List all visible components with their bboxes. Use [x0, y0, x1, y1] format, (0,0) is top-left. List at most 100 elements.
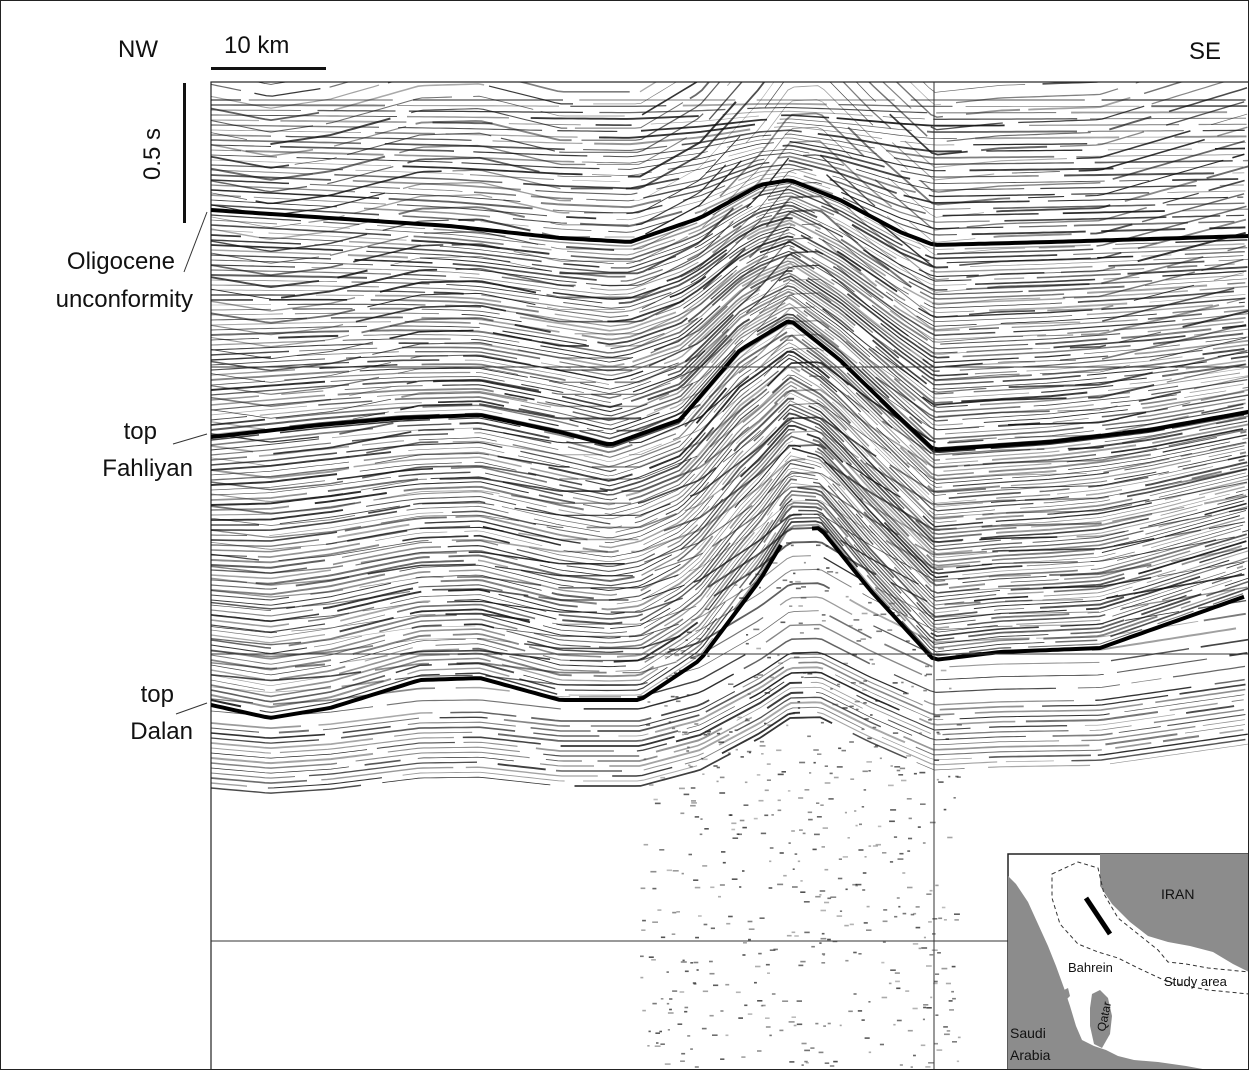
- noise-speckle: [825, 545, 829, 547]
- reflector-segment: [402, 346, 541, 360]
- reflector-segment: [355, 304, 507, 323]
- reflector-segment: [1201, 579, 1233, 591]
- reflector-segment: [270, 117, 391, 146]
- reflector-segment: [211, 473, 338, 486]
- noise-speckle: [729, 731, 733, 733]
- noise-speckle: [894, 972, 900, 974]
- reflector-segment: [1013, 320, 1176, 333]
- noise-speckle: [895, 980, 900, 983]
- reflector-segment: [311, 267, 480, 275]
- reflector-segment: [461, 162, 600, 170]
- reflector-segment: [1090, 117, 1246, 120]
- noise-speckle: [923, 1004, 929, 1006]
- reflector-segment: [211, 442, 332, 456]
- noise-speckle: [793, 656, 800, 659]
- reflector-segment: [1069, 344, 1107, 349]
- reflector-segment: [518, 408, 555, 418]
- reflector-segment: [915, 519, 982, 540]
- reflector-segment: [1217, 126, 1248, 137]
- noise-speckle: [873, 614, 879, 616]
- noise-speckle: [868, 1001, 871, 1003]
- reflector-segment: [591, 171, 653, 177]
- reflector-segment: [1080, 304, 1220, 336]
- reflector-segment: [372, 481, 529, 494]
- noise-speckle: [704, 828, 709, 830]
- leader-dalan: [175, 702, 208, 715]
- reflector-segment: [982, 447, 1157, 465]
- noise-speckle: [875, 700, 880, 702]
- noise-speckle: [907, 1029, 913, 1032]
- reflector-segment: [931, 21, 1051, 30]
- reflector-segment: [346, 441, 503, 453]
- reflector-segment: [959, 252, 1122, 266]
- reflector-segment: [1209, 441, 1246, 450]
- reflector-segment: [280, 268, 438, 299]
- reflector-segment: [684, 430, 860, 512]
- reflector-segment: [211, 492, 308, 501]
- noise-speckle: [747, 1013, 753, 1015]
- noise-speckle: [902, 912, 907, 915]
- reflector-segment: [1107, 372, 1241, 391]
- reflector-segment: [667, 582, 831, 654]
- noise-speckle: [675, 700, 681, 703]
- reflector-segment: [268, 232, 407, 241]
- reflector-segment: [749, 295, 871, 358]
- reflector-segment: [1036, 57, 1084, 59]
- reflector-segment: [1162, 735, 1200, 743]
- noise-speckle: [652, 1002, 657, 1005]
- reflector-segment: [1091, 627, 1237, 651]
- reflector-segment: [373, 41, 403, 50]
- noise-speckle: [910, 913, 915, 916]
- reflector-segment: [1162, 434, 1247, 453]
- reflector-segment: [211, 594, 290, 601]
- noise-speckle: [925, 1066, 931, 1068]
- noise-speckle: [690, 787, 696, 789]
- reflector-segment: [767, 472, 841, 494]
- noise-speckle: [956, 1060, 960, 1063]
- reflector-segment: [1189, 383, 1244, 394]
- inset-map: IRAN Bahrein Study area Qatar Saudi Arab…: [1007, 853, 1249, 1070]
- reflector-segment: [847, 126, 1011, 206]
- reflector-segment: [211, 216, 302, 228]
- noise-speckle: [896, 769, 901, 772]
- reflector-segment: [258, 236, 343, 242]
- reflector-segment: [832, 265, 996, 337]
- reflector-segment: [398, 471, 471, 477]
- reflector-segment: [585, 432, 706, 487]
- noise-speckle: [899, 852, 904, 855]
- noise-speckle: [643, 758, 647, 760]
- reflector-segment: [515, 299, 685, 323]
- reflector-segment: [471, 339, 634, 363]
- reflector-segment: [663, 288, 761, 365]
- reflector-segment: [649, 350, 831, 470]
- reflector-segment: [579, 349, 737, 440]
- noise-speckle: [829, 772, 833, 775]
- reflector-segment: [887, 719, 1026, 741]
- reflector-segment: [1100, 2, 1190, 32]
- reflector-segment: [478, 322, 588, 342]
- reflector-segment: [726, 137, 877, 155]
- reflector-segment: [597, 714, 700, 732]
- reflector-segment: [922, 358, 983, 369]
- noise-speckle: [800, 880, 803, 882]
- noise-speckle: [875, 843, 881, 846]
- reflector-segment: [625, 368, 752, 468]
- reflector-segment: [448, 417, 521, 428]
- reflector-segment: [536, 393, 670, 408]
- reflector-segment: [353, 456, 522, 468]
- reflector-segment: [1133, 284, 1195, 301]
- reflector-segment: [618, 252, 728, 305]
- reflector-segment: [334, 173, 503, 184]
- reflector-segment: [939, 587, 1030, 593]
- reflector-segment: [211, 480, 344, 491]
- noise-speckle: [678, 730, 681, 733]
- reflector-segment: [614, 328, 730, 384]
- noise-speckle: [677, 1023, 683, 1025]
- reflector-segment: [986, 149, 1083, 152]
- reflector-segment: [583, 391, 770, 510]
- reflector-segment: [1147, 313, 1202, 320]
- noise-speckle: [838, 747, 842, 750]
- reflector-segment: [211, 509, 344, 521]
- reflector-segment: [1209, 521, 1246, 530]
- noise-speckle: [823, 1025, 826, 1027]
